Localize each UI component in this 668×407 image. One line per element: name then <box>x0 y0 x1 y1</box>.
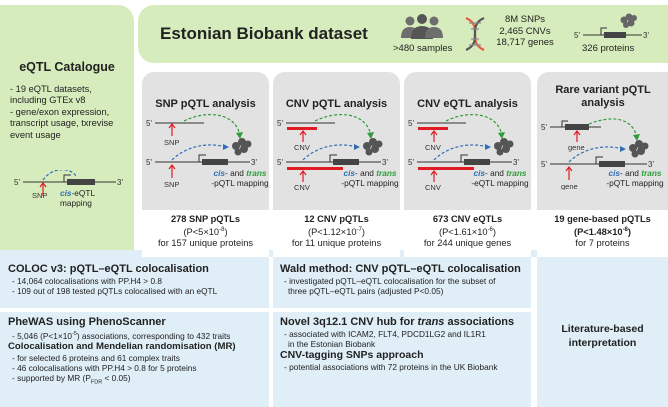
coloc-section: COLOC v3: pQTL–eQTL colocalisation - 14,… <box>8 262 268 296</box>
snp-pqtl-result: 278 SNP pQTLs (P<5×10-8) for 157 unique … <box>142 210 269 257</box>
result-desc: for 11 unique proteins <box>291 238 382 249</box>
cnv-eqtl-mapping-label: cis- and trans -eQTL mapping <box>471 168 529 188</box>
coloc-item: - 14,064 colocalisations with PP.H4 > 0.… <box>12 276 162 286</box>
svg-text:CNV: CNV <box>294 143 310 152</box>
svg-text:SNP: SNP <box>164 138 179 147</box>
cnv-eqtl-diagram: 5' CNV 5' 3' CNV <box>408 114 519 190</box>
literature-interpretation: Literature-based interpretation <box>561 323 644 349</box>
novel-item: in the Estonian Biobank <box>288 339 376 350</box>
catalogue-diagram: 5' 3' SNP <box>14 170 123 200</box>
svg-text:CNV: CNV <box>294 183 310 190</box>
cnv-eqtl-result: 673 CNV eQTLs (P<1.61×10-6) for 244 uniq… <box>404 210 531 257</box>
snp-pqtl-title: SNP pQTL analysis <box>155 98 256 110</box>
protein-gene-icon: 5' 3' <box>574 13 649 40</box>
cnv-pqtl-mapping-label: cis- and trans -pQTL mapping <box>341 168 399 188</box>
catalogue-list: - 19 eQTL datasets, including GTEx v8 - … <box>10 84 130 141</box>
svg-text:3': 3' <box>117 178 123 187</box>
result-desc: for 7 proteins <box>575 238 630 249</box>
novel-item: - associated with ICAM2, FLT4, PDCD1LG2 … <box>284 329 486 339</box>
p5-label: 5' <box>574 31 580 40</box>
mr-title: Colocalisation and Mendelian randomisati… <box>8 340 236 352</box>
svg-text:3': 3' <box>251 158 257 167</box>
catalogue-item: - 19 eQTL datasets, including GTEx v8 <box>10 84 92 106</box>
snp-pqtl-diagram: 5' SNP 5' 3' SNP <box>146 114 257 189</box>
result-title: 19 gene-based pQTLs (P<1.48×10 <box>554 214 651 238</box>
proteins-text: 326 proteins <box>582 43 635 54</box>
phewas-item: - 5,046 (P<1×10-5) associations, corresp… <box>12 330 231 341</box>
snp-mapping-label: cis- and trans -pQTL mapping <box>211 168 269 188</box>
lower-blue-band <box>0 250 668 407</box>
result-title: 12 CNV pQTLs <box>304 214 369 224</box>
biobank-title: Estonian Biobank dataset <box>160 24 368 43</box>
svg-text:5': 5' <box>408 158 414 167</box>
svg-text:5': 5' <box>408 119 414 128</box>
mr-item: - 46 colocalisations with PP.H4 > 0.8 fo… <box>12 363 197 374</box>
svg-text:SNP: SNP <box>164 180 179 189</box>
cnvs-text: 2,465 CNVs <box>499 25 551 37</box>
p3-label: 3' <box>643 31 649 40</box>
result-desc: for 244 unique genes <box>423 238 512 249</box>
svg-text:5': 5' <box>146 119 152 128</box>
samples-text: >480 samples <box>393 43 453 54</box>
result-title: 673 CNV eQTLs <box>432 214 503 224</box>
svg-text:5': 5' <box>541 123 547 132</box>
svg-text:gene: gene <box>568 143 585 152</box>
mr-item: - supported by MR (PFDR < 0.05) <box>12 373 131 387</box>
coloc-item: - 109 out of 198 tested pQTLs colocalise… <box>12 286 218 297</box>
cnv-tagging-item: - potential associations with 72 protein… <box>284 362 498 373</box>
rare-variant-diagram: 5' gene 5' 3' gene <box>541 118 654 190</box>
rare-variant-result: 19 gene-based pQTLs (P<1.48×10-8) for 7 … <box>537 210 668 257</box>
phewas-section: PheWAS using PhenoScanner - 5,046 (P<1×1… <box>8 316 268 388</box>
novel-title: Novel 3q12.1 CNV hub for trans associati… <box>280 316 515 328</box>
catalogue-title: eQTL Catalogue <box>19 60 115 74</box>
svg-text:5': 5' <box>541 160 547 169</box>
cnv-eqtl-title: CNV eQTL analysis <box>417 98 518 110</box>
svg-text:5': 5' <box>146 158 152 167</box>
svg-text:5': 5' <box>277 119 283 128</box>
svg-text:CNV: CNV <box>425 143 441 152</box>
cnv-pqtl-title: CNV pQTL analysis <box>285 98 388 110</box>
mapping-label: -eQTL mapping <box>60 188 95 208</box>
wald-item: three pQTL–eQTL pairs (adjusted P<0.05) <box>288 286 444 297</box>
wald-item: - investigated pQTL–eQTL colocalisation … <box>284 276 496 286</box>
result-desc: for 157 unique proteins <box>157 238 254 249</box>
novel-section: Novel 3q12.1 CNV hub for trans associati… <box>280 316 530 373</box>
coloc-title: COLOC v3: pQTL–eQTL colocalisation <box>8 263 209 275</box>
dataset-stats: 8M SNPs 2,465 CNVs 18,717 genes <box>490 14 560 49</box>
genes-text: 18,717 genes <box>496 37 554 48</box>
result-title: 278 SNP pQTLs <box>170 214 241 224</box>
right-vertical-divider <box>531 257 537 407</box>
lower-vertical-divider <box>269 257 273 407</box>
cnv-pqtl-diagram: 5' CNV 5' 3' CNV <box>277 114 388 190</box>
rare-variant-title: Rare variant pQTL analysis <box>555 84 651 109</box>
catalogue-panel <box>0 5 134 255</box>
svg-text:gene: gene <box>561 182 578 190</box>
phewas-title: PheWAS using PhenoScanner <box>8 316 166 328</box>
cis-label: cis <box>60 188 72 198</box>
svg-text:3': 3' <box>648 160 654 169</box>
dna-icon <box>465 16 485 52</box>
wald-section: Wald method: CNV pQTL–eQTL colocalisatio… <box>280 262 530 296</box>
catalogue-mapping-label: cis-eQTL mapping <box>60 188 120 208</box>
samples-icon <box>401 14 443 39</box>
wald-title: Wald method: CNV pQTL–eQTL colocalisatio… <box>280 263 521 275</box>
lower-divider <box>0 308 531 312</box>
snps-text: 8M SNPs <box>504 14 546 25</box>
cnv-pqtl-result: 12 CNV pQTLs (P<1.12×10-7) for 11 unique… <box>273 210 400 257</box>
mr-item: - for selected 6 proteins and 61 complex… <box>12 352 180 363</box>
svg-text:5': 5' <box>277 158 283 167</box>
cnv-tagging-title: CNV-tagging SNPs approach <box>280 349 424 362</box>
svg-text:SNP: SNP <box>32 191 47 200</box>
svg-text:CNV: CNV <box>425 183 441 190</box>
svg-text:3': 3' <box>513 158 519 167</box>
catalogue-item: - gene/exon expression, transcript usage… <box>10 106 114 140</box>
svg-text:5': 5' <box>14 178 20 187</box>
rare-mapping-label: cis- and trans -pQTL mapping <box>606 168 664 188</box>
svg-text:3': 3' <box>382 158 388 167</box>
